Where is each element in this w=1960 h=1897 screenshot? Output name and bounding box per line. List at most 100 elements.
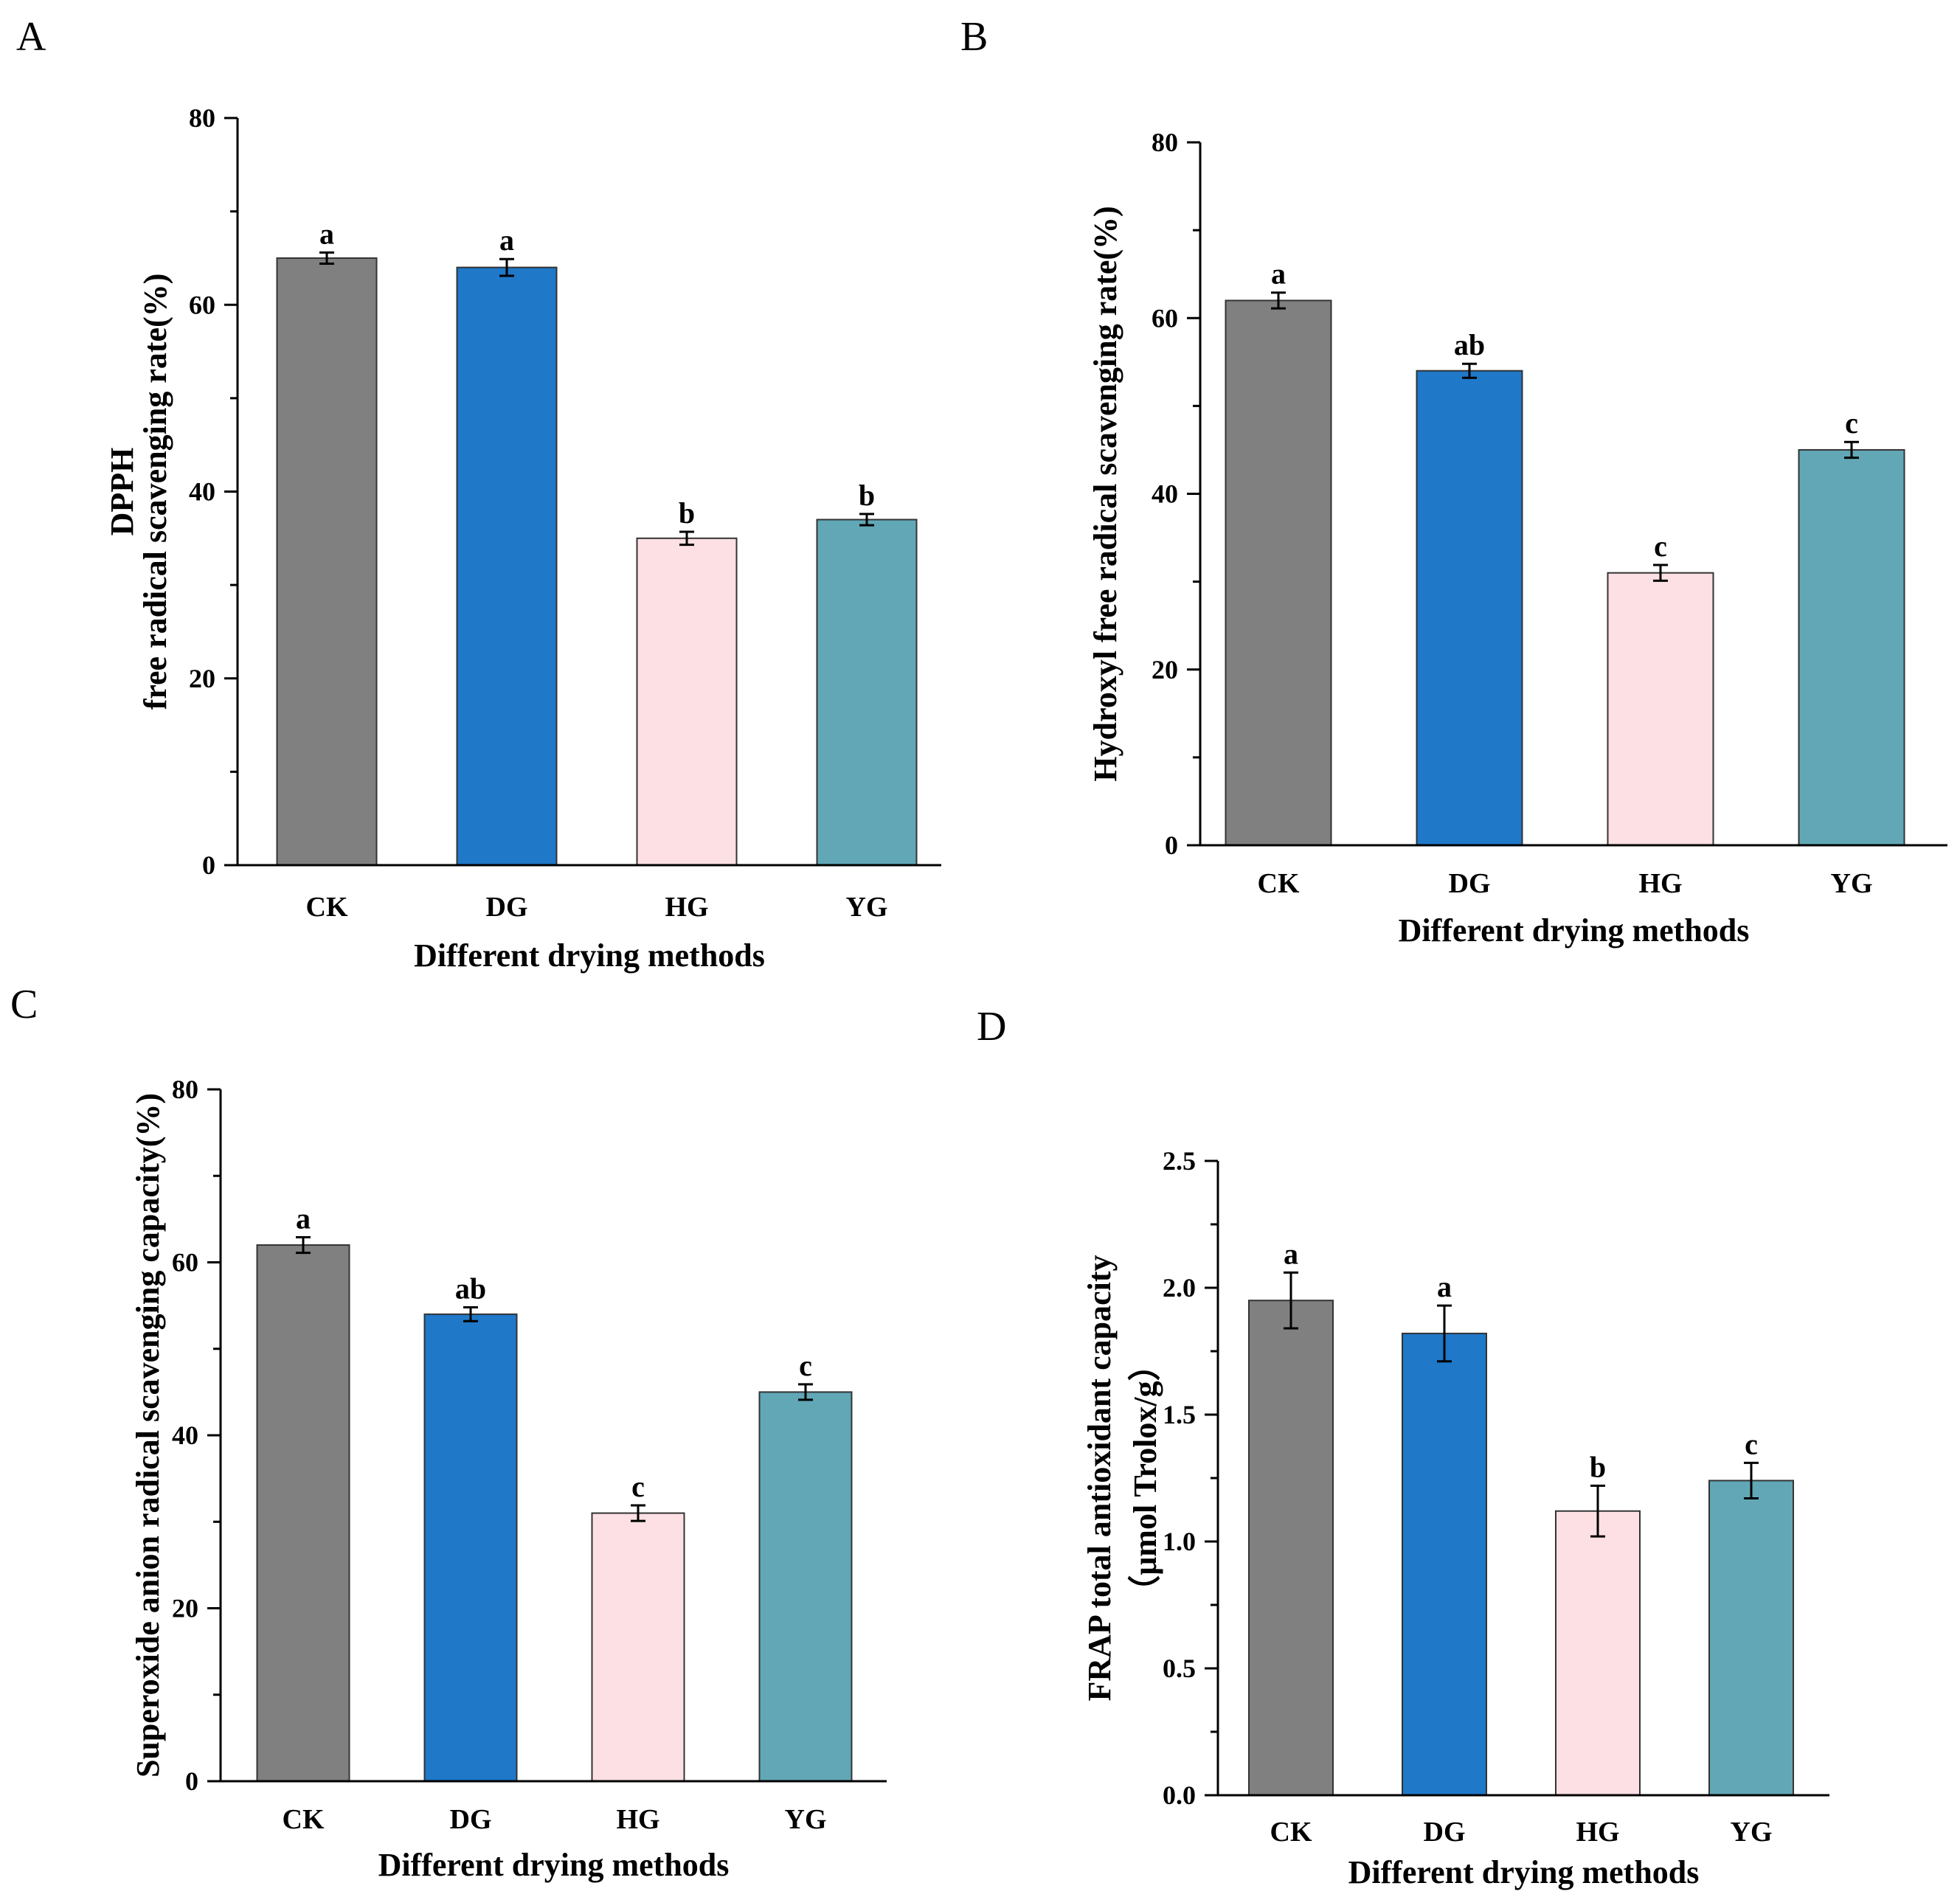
x-tick-label: CK (306, 892, 348, 923)
y-tick-label: 40 (172, 1421, 198, 1450)
y-axis-title: DPPH (104, 448, 140, 536)
y-tick-label: 2.5 (1163, 1146, 1196, 1176)
bar-ck (1225, 299, 1332, 846)
y-tick-label: 0 (202, 850, 215, 880)
x-tick-label: HG (616, 1804, 659, 1835)
error-bar-yg (1744, 1461, 1759, 1500)
y-tick-label: 0 (1165, 830, 1178, 860)
y-tick-label: 60 (1152, 303, 1178, 333)
y-tick-label: 0.0 (1163, 1780, 1196, 1810)
y-tick-label: 20 (172, 1594, 198, 1623)
bar-yg (758, 1391, 853, 1782)
panel-letter: C (10, 982, 38, 1027)
error-bar-dg (463, 1305, 478, 1322)
x-axis-title: Different drying methods (414, 937, 765, 974)
bar-ck (1248, 1300, 1334, 1796)
panel-letter: B (960, 14, 988, 60)
bar-yg (1798, 448, 1905, 846)
bar-yg (816, 519, 918, 866)
error-bar-ck (1271, 291, 1286, 310)
x-tick-label: DG (486, 892, 528, 923)
x-tick-label: CK (1258, 868, 1300, 899)
error-bar-ck (1284, 1271, 1298, 1330)
panel-letter: A (16, 14, 46, 60)
error-bar-hg (1653, 563, 1668, 582)
y-tick-label: 2.0 (1163, 1273, 1196, 1303)
x-tick-label: YG (1831, 868, 1873, 899)
bar-hg (591, 1512, 685, 1782)
y-axis-title: Superoxide anion radical scavenging capa… (130, 1093, 166, 1778)
y-tick-label: 40 (189, 477, 215, 507)
y-tick-label: 60 (172, 1248, 198, 1277)
x-tick-label: DG (1449, 868, 1491, 899)
significance-label: ab (1454, 328, 1485, 361)
y-tick-label: 80 (189, 103, 215, 133)
error-bar-hg (631, 1504, 645, 1522)
panel-letter: D (977, 1004, 1006, 1050)
x-tick-label: HG (1576, 1817, 1619, 1848)
bar-hg (1607, 572, 1714, 847)
chart-panel-b: Ba CK ab DG c HG c YG 0 20 40 60 80 Different drying … (960, 14, 1947, 948)
x-tick-label: DG (450, 1804, 492, 1835)
x-tick-label: YG (846, 892, 888, 923)
significance-label: b (679, 496, 695, 530)
significance-label: c (1845, 406, 1858, 440)
error-bar-dg (1437, 1304, 1452, 1363)
significance-label: b (859, 479, 875, 512)
y-tick-label: 80 (1152, 128, 1178, 157)
y-tick-label: 20 (189, 664, 215, 693)
y-tick-label: 40 (1152, 479, 1178, 509)
x-tick-label: YG (1731, 1817, 1773, 1848)
error-bar-dg (1462, 362, 1477, 379)
y-axis-title: Hydroxyl free radical scavenging rate(%) (1087, 206, 1123, 781)
bar-dg (423, 1313, 518, 1782)
x-axis-title: Different drying methods (378, 1847, 730, 1883)
error-bar-hg (679, 530, 694, 547)
significance-label: a (319, 217, 334, 250)
error-bar-ck (319, 251, 334, 266)
y-axis-title: FRAP total antioxidant capacity (1081, 1255, 1118, 1702)
significance-label: c (1745, 1427, 1758, 1460)
significance-label: a (1437, 1270, 1452, 1303)
bar-yg (1708, 1480, 1794, 1796)
significance-label: a (499, 223, 514, 257)
bar-dg (1416, 370, 1523, 847)
error-bar-yg (1844, 440, 1859, 459)
x-tick-label: CK (1270, 1817, 1312, 1848)
x-tick-label: HG (665, 892, 708, 923)
x-axis-title: Different drying methods (1348, 1854, 1700, 1890)
y-tick-label: 1.5 (1163, 1400, 1196, 1429)
bar-hg (636, 537, 738, 866)
bar-dg (1402, 1332, 1487, 1797)
chart-panel-c: Ca CK ab DG c HG c YG 0 20 40 60 80 Different drying … (10, 982, 887, 1883)
bar-ck (256, 1244, 350, 1783)
bar-dg (456, 266, 558, 867)
significance-label: c (799, 1349, 812, 1382)
error-bar-dg (499, 257, 514, 277)
y-tick-label: 0 (185, 1766, 198, 1796)
error-bar-yg (859, 513, 874, 527)
significance-label: c (1654, 530, 1667, 563)
significance-label: ab (455, 1272, 486, 1305)
bar-hg (1555, 1510, 1641, 1796)
chart-panel-a: Aa CK a DG b HG b YG 0 20 40 60 80 Different drying m… (16, 14, 941, 974)
y-axis-title: free radical scavenging rate(%) (137, 274, 173, 710)
x-tick-label: YG (785, 1804, 827, 1835)
x-tick-label: HG (1638, 868, 1682, 899)
significance-label: c (631, 1470, 645, 1503)
x-tick-label: DG (1424, 1817, 1466, 1848)
significance-label: b (1590, 1450, 1606, 1483)
error-bar-ck (296, 1235, 311, 1255)
y-tick-label: 0.5 (1163, 1654, 1196, 1683)
chart-panel-d: Da CK a DG b HG c YG 0.0 0.5 1.0 1.5 2.0 2.5 Different… (977, 1004, 1829, 1890)
bar-ck (276, 257, 378, 866)
y-tick-label: 60 (189, 290, 215, 319)
significance-label: a (1271, 257, 1286, 291)
x-tick-label: CK (283, 1804, 325, 1835)
y-tick-label: 1.0 (1163, 1527, 1196, 1556)
error-bar-yg (798, 1383, 813, 1401)
y-tick-label: 80 (172, 1075, 198, 1104)
error-bar-hg (1590, 1484, 1605, 1538)
y-tick-label: 20 (1152, 655, 1178, 684)
